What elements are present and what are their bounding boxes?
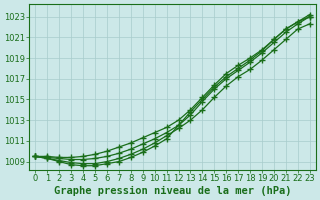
X-axis label: Graphe pression niveau de la mer (hPa): Graphe pression niveau de la mer (hPa) (54, 186, 291, 196)
